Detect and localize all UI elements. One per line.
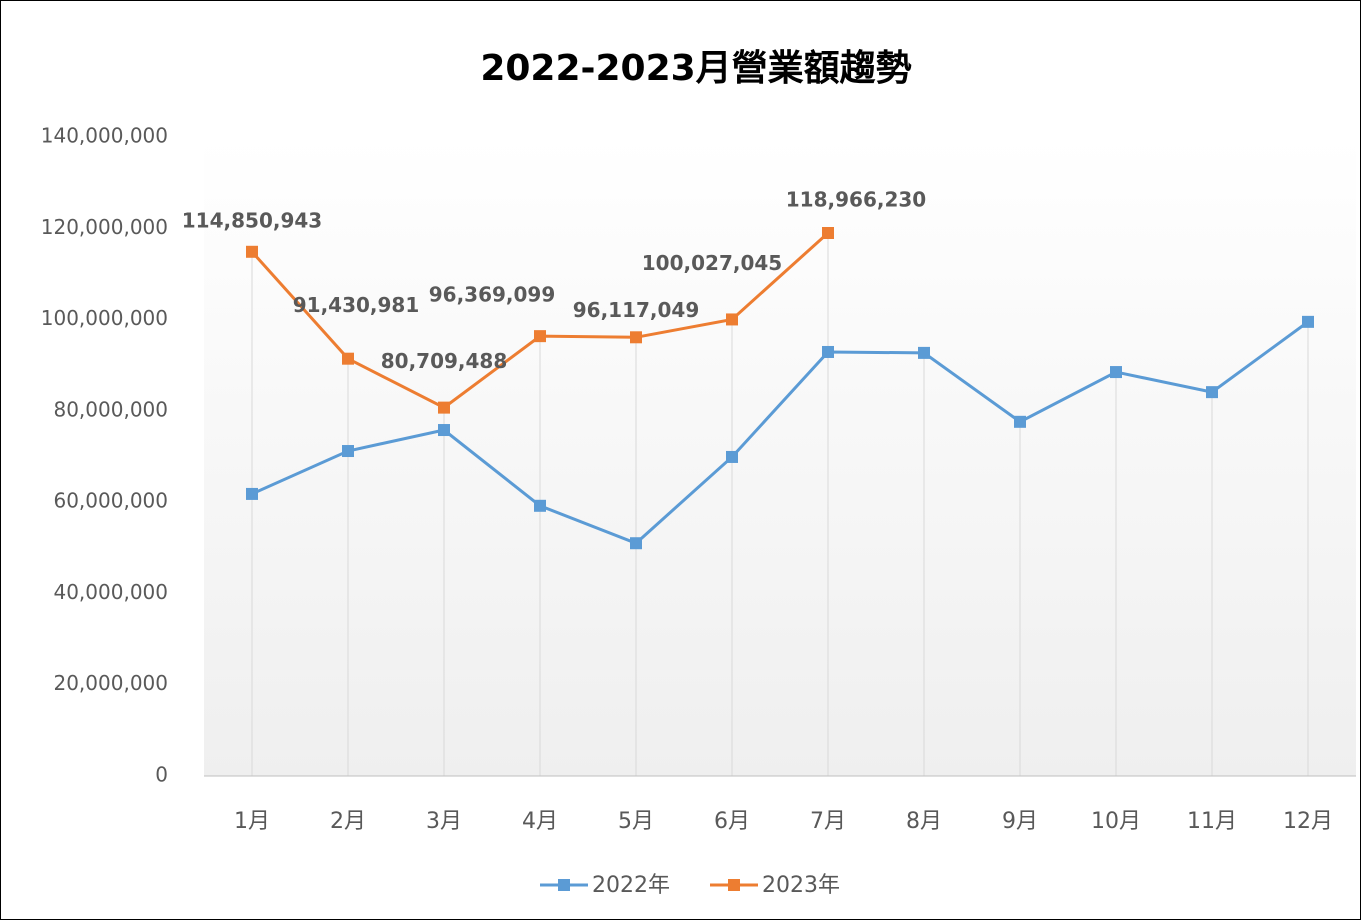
data-label: 80,709,488 <box>381 349 508 373</box>
y-tick-label: 100,000,000 <box>41 306 168 330</box>
legend-label: 2023年 <box>762 873 840 898</box>
point-marker <box>822 227 834 240</box>
legend-marker <box>558 879 570 891</box>
point-marker <box>630 331 642 344</box>
x-tick-label: 12月 <box>1283 809 1333 834</box>
point-marker <box>726 313 738 326</box>
point-marker <box>342 352 354 365</box>
y-tick-label: 140,000,000 <box>41 124 168 148</box>
x-tick-label: 7月 <box>810 809 846 834</box>
point-marker <box>918 346 930 359</box>
point-marker <box>630 537 642 550</box>
point-marker <box>438 401 450 414</box>
data-label: 114,850,943 <box>182 208 322 232</box>
point-marker <box>246 487 258 500</box>
point-marker <box>1206 386 1218 399</box>
y-tick-label: 80,000,000 <box>53 397 168 421</box>
data-label: 100,027,045 <box>642 251 782 275</box>
series-line <box>251 320 1309 545</box>
x-tick-label: 5月 <box>618 809 654 834</box>
legend-label: 2022年 <box>592 873 670 898</box>
x-tick-label: 6月 <box>714 809 750 834</box>
point-marker <box>534 499 546 512</box>
data-label: 118,966,230 <box>786 188 926 212</box>
point-marker <box>1302 315 1314 328</box>
point-marker <box>438 424 450 437</box>
point-marker <box>822 345 834 358</box>
x-tick-label: 4月 <box>522 809 558 834</box>
data-label: 96,117,049 <box>573 298 700 322</box>
x-tick-label: 9月 <box>1002 809 1038 834</box>
x-tick-label: 10月 <box>1091 809 1141 834</box>
x-tick-label: 2月 <box>330 809 366 834</box>
y-tick-label: 20,000,000 <box>53 671 168 695</box>
x-tick-label: 11月 <box>1187 809 1237 834</box>
point-marker <box>1014 415 1026 428</box>
chart-title: 2022-2023月營業額趨勢 <box>480 48 911 89</box>
data-label: 91,430,981 <box>293 293 420 317</box>
legend-marker <box>728 879 740 891</box>
y-tick-label: 120,000,000 <box>41 215 168 239</box>
point-marker <box>726 450 738 463</box>
point-marker <box>342 445 354 458</box>
y-tick-label: 40,000,000 <box>53 580 168 604</box>
x-tick-label: 8月 <box>906 809 942 834</box>
point-marker <box>534 330 546 343</box>
x-tick-label: 3月 <box>426 809 462 834</box>
y-tick-label: 0 <box>155 763 168 787</box>
y-tick-label: 60,000,000 <box>53 489 168 513</box>
x-tick-label: 1月 <box>234 809 270 834</box>
point-marker <box>246 245 258 258</box>
point-marker <box>1110 366 1122 379</box>
plot-area <box>204 137 1356 776</box>
data-label: 96,369,099 <box>429 283 556 307</box>
